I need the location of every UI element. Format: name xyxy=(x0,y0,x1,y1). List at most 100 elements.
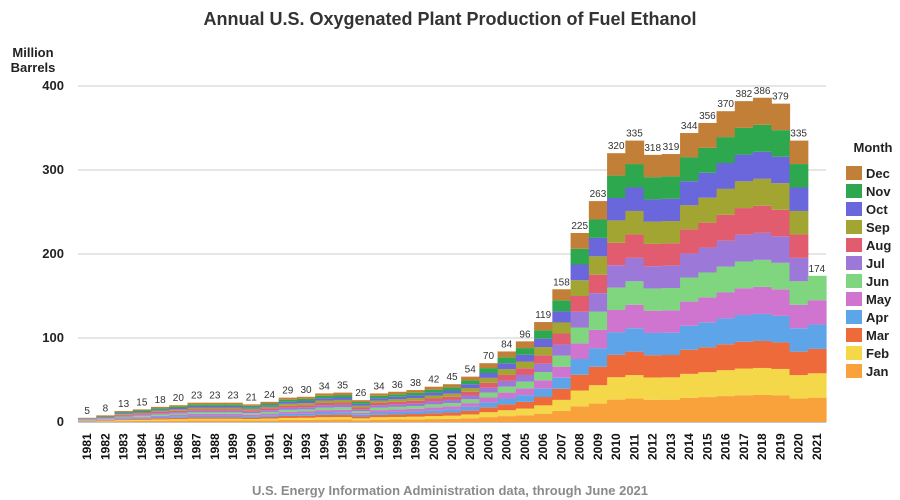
segment-mar-2012 xyxy=(643,355,663,378)
total-label-2009: 263 xyxy=(590,189,607,200)
segment-jun-2018 xyxy=(753,259,772,287)
segment-jan-2021 xyxy=(807,397,827,422)
segment-mar-1982 xyxy=(96,420,116,421)
total-label-2011: 335 xyxy=(626,129,643,140)
segment-oct-2018 xyxy=(753,151,772,179)
total-label-1992: 29 xyxy=(282,386,294,397)
segment-feb-2015 xyxy=(698,372,718,398)
legend-label-jan: Jan xyxy=(866,364,888,379)
segment-dec-2011 xyxy=(625,140,645,165)
x-tick-label-2015: 2015 xyxy=(700,433,714,460)
segment-may-1994 xyxy=(315,410,335,413)
segment-jan-2015 xyxy=(698,397,718,422)
segment-apr-1988 xyxy=(205,415,225,418)
chart-title: Annual U.S. Oxygenated Plant Production … xyxy=(203,9,696,29)
segment-dec-1985 xyxy=(150,406,170,409)
segment-dec-1995 xyxy=(333,392,353,396)
segment-jun-1982 xyxy=(96,418,116,420)
segment-may-2018 xyxy=(753,286,772,314)
legend-label-may: May xyxy=(866,292,892,307)
legend-label-dec: Dec xyxy=(866,166,890,181)
total-label-2010: 320 xyxy=(608,141,625,152)
segment-jul-1985 xyxy=(150,413,170,415)
segment-aug-1987 xyxy=(187,409,207,411)
segment-dec-2002 xyxy=(461,376,480,381)
legend: Month Dec Nov Oct Sep Aug Jul Jun May Apr Mar Feb J… xyxy=(846,140,893,379)
segment-may-2019 xyxy=(771,289,791,316)
segment-oct-1989 xyxy=(223,405,243,408)
segment-apr-2019 xyxy=(771,315,791,343)
total-label-1983: 13 xyxy=(118,399,130,410)
segment-may-2007 xyxy=(552,366,572,378)
segment-feb-2005 xyxy=(515,408,535,416)
segment-oct-2006 xyxy=(534,338,553,348)
segment-nov-2015 xyxy=(698,147,718,173)
total-label-2014: 344 xyxy=(681,121,698,132)
total-label-1984: 15 xyxy=(136,397,148,408)
segment-mar-2015 xyxy=(698,347,718,373)
segment-apr-2000 xyxy=(424,410,444,414)
segment-jan-2017 xyxy=(734,395,754,422)
segment-jan-2006 xyxy=(534,413,553,422)
segment-jun-1995 xyxy=(333,407,353,410)
segment-jan-2018 xyxy=(753,394,772,422)
segment-feb-1995 xyxy=(333,417,353,420)
segment-nov-1983 xyxy=(114,411,134,413)
segment-aug-2020 xyxy=(789,234,809,258)
segment-jul-1990 xyxy=(242,411,262,414)
segment-jul-2008 xyxy=(570,311,590,328)
segment-jun-1984 xyxy=(132,415,152,417)
segment-may-2017 xyxy=(734,288,754,316)
y-axis-ticks: 0 100 200 300 400 xyxy=(42,78,64,429)
x-tick-label-1983: 1983 xyxy=(117,433,131,460)
segment-sep-1990 xyxy=(242,408,262,411)
segment-sep-1984 xyxy=(132,412,152,414)
segment-may-2016 xyxy=(716,292,736,319)
legend-label-apr: Apr xyxy=(866,310,888,325)
segment-mar-2016 xyxy=(716,344,736,371)
segment-apr-2016 xyxy=(716,318,736,345)
segment-jul-1998 xyxy=(388,404,407,407)
segment-oct-1985 xyxy=(150,409,170,411)
x-tick-label-1982: 1982 xyxy=(98,433,112,460)
segment-mar-2000 xyxy=(424,413,444,417)
total-label-2000: 42 xyxy=(428,375,440,386)
segment-feb-1994 xyxy=(315,417,335,420)
segment-dec-2016 xyxy=(716,111,736,138)
segment-apr-1986 xyxy=(169,416,189,418)
segment-jun-2014 xyxy=(680,277,699,302)
segment-jun-2021 xyxy=(807,275,827,301)
segment-oct-1992 xyxy=(278,401,298,404)
segment-jan-1990 xyxy=(242,420,262,422)
total-label-2001: 45 xyxy=(446,372,458,383)
x-tick-label-2006: 2006 xyxy=(536,433,550,460)
segment-jan-1987 xyxy=(187,420,207,422)
legend-swatch-jan xyxy=(846,364,862,378)
segment-may-2012 xyxy=(643,310,663,333)
segment-jul-2012 xyxy=(643,266,663,289)
segment-oct-1991 xyxy=(260,405,280,407)
total-label-1989: 23 xyxy=(228,391,240,402)
segment-may-2021 xyxy=(807,300,827,325)
total-label-2020: 335 xyxy=(790,129,807,140)
segment-mar-2001 xyxy=(442,412,462,416)
segment-jul-1996 xyxy=(351,409,371,412)
segment-sep-2001 xyxy=(442,393,462,397)
segment-sep-2009 xyxy=(588,256,608,275)
segment-nov-1998 xyxy=(388,394,407,397)
segment-mar-2004 xyxy=(497,404,517,411)
segment-mar-2017 xyxy=(734,341,754,369)
segment-dec-1996 xyxy=(351,400,371,402)
segment-jul-2019 xyxy=(771,236,791,263)
segment-apr-2010 xyxy=(607,332,626,355)
segment-feb-2002 xyxy=(461,414,480,419)
segment-feb-1996 xyxy=(351,418,371,421)
segment-dec-2008 xyxy=(570,233,590,249)
segment-dec-1991 xyxy=(260,401,280,404)
segment-jul-1999 xyxy=(406,403,426,407)
segment-jun-1986 xyxy=(169,413,189,415)
segment-mar-2003 xyxy=(479,407,499,413)
segment-mar-2008 xyxy=(570,374,590,391)
segment-feb-2017 xyxy=(734,368,754,396)
x-tick-label-1993: 1993 xyxy=(299,433,313,460)
